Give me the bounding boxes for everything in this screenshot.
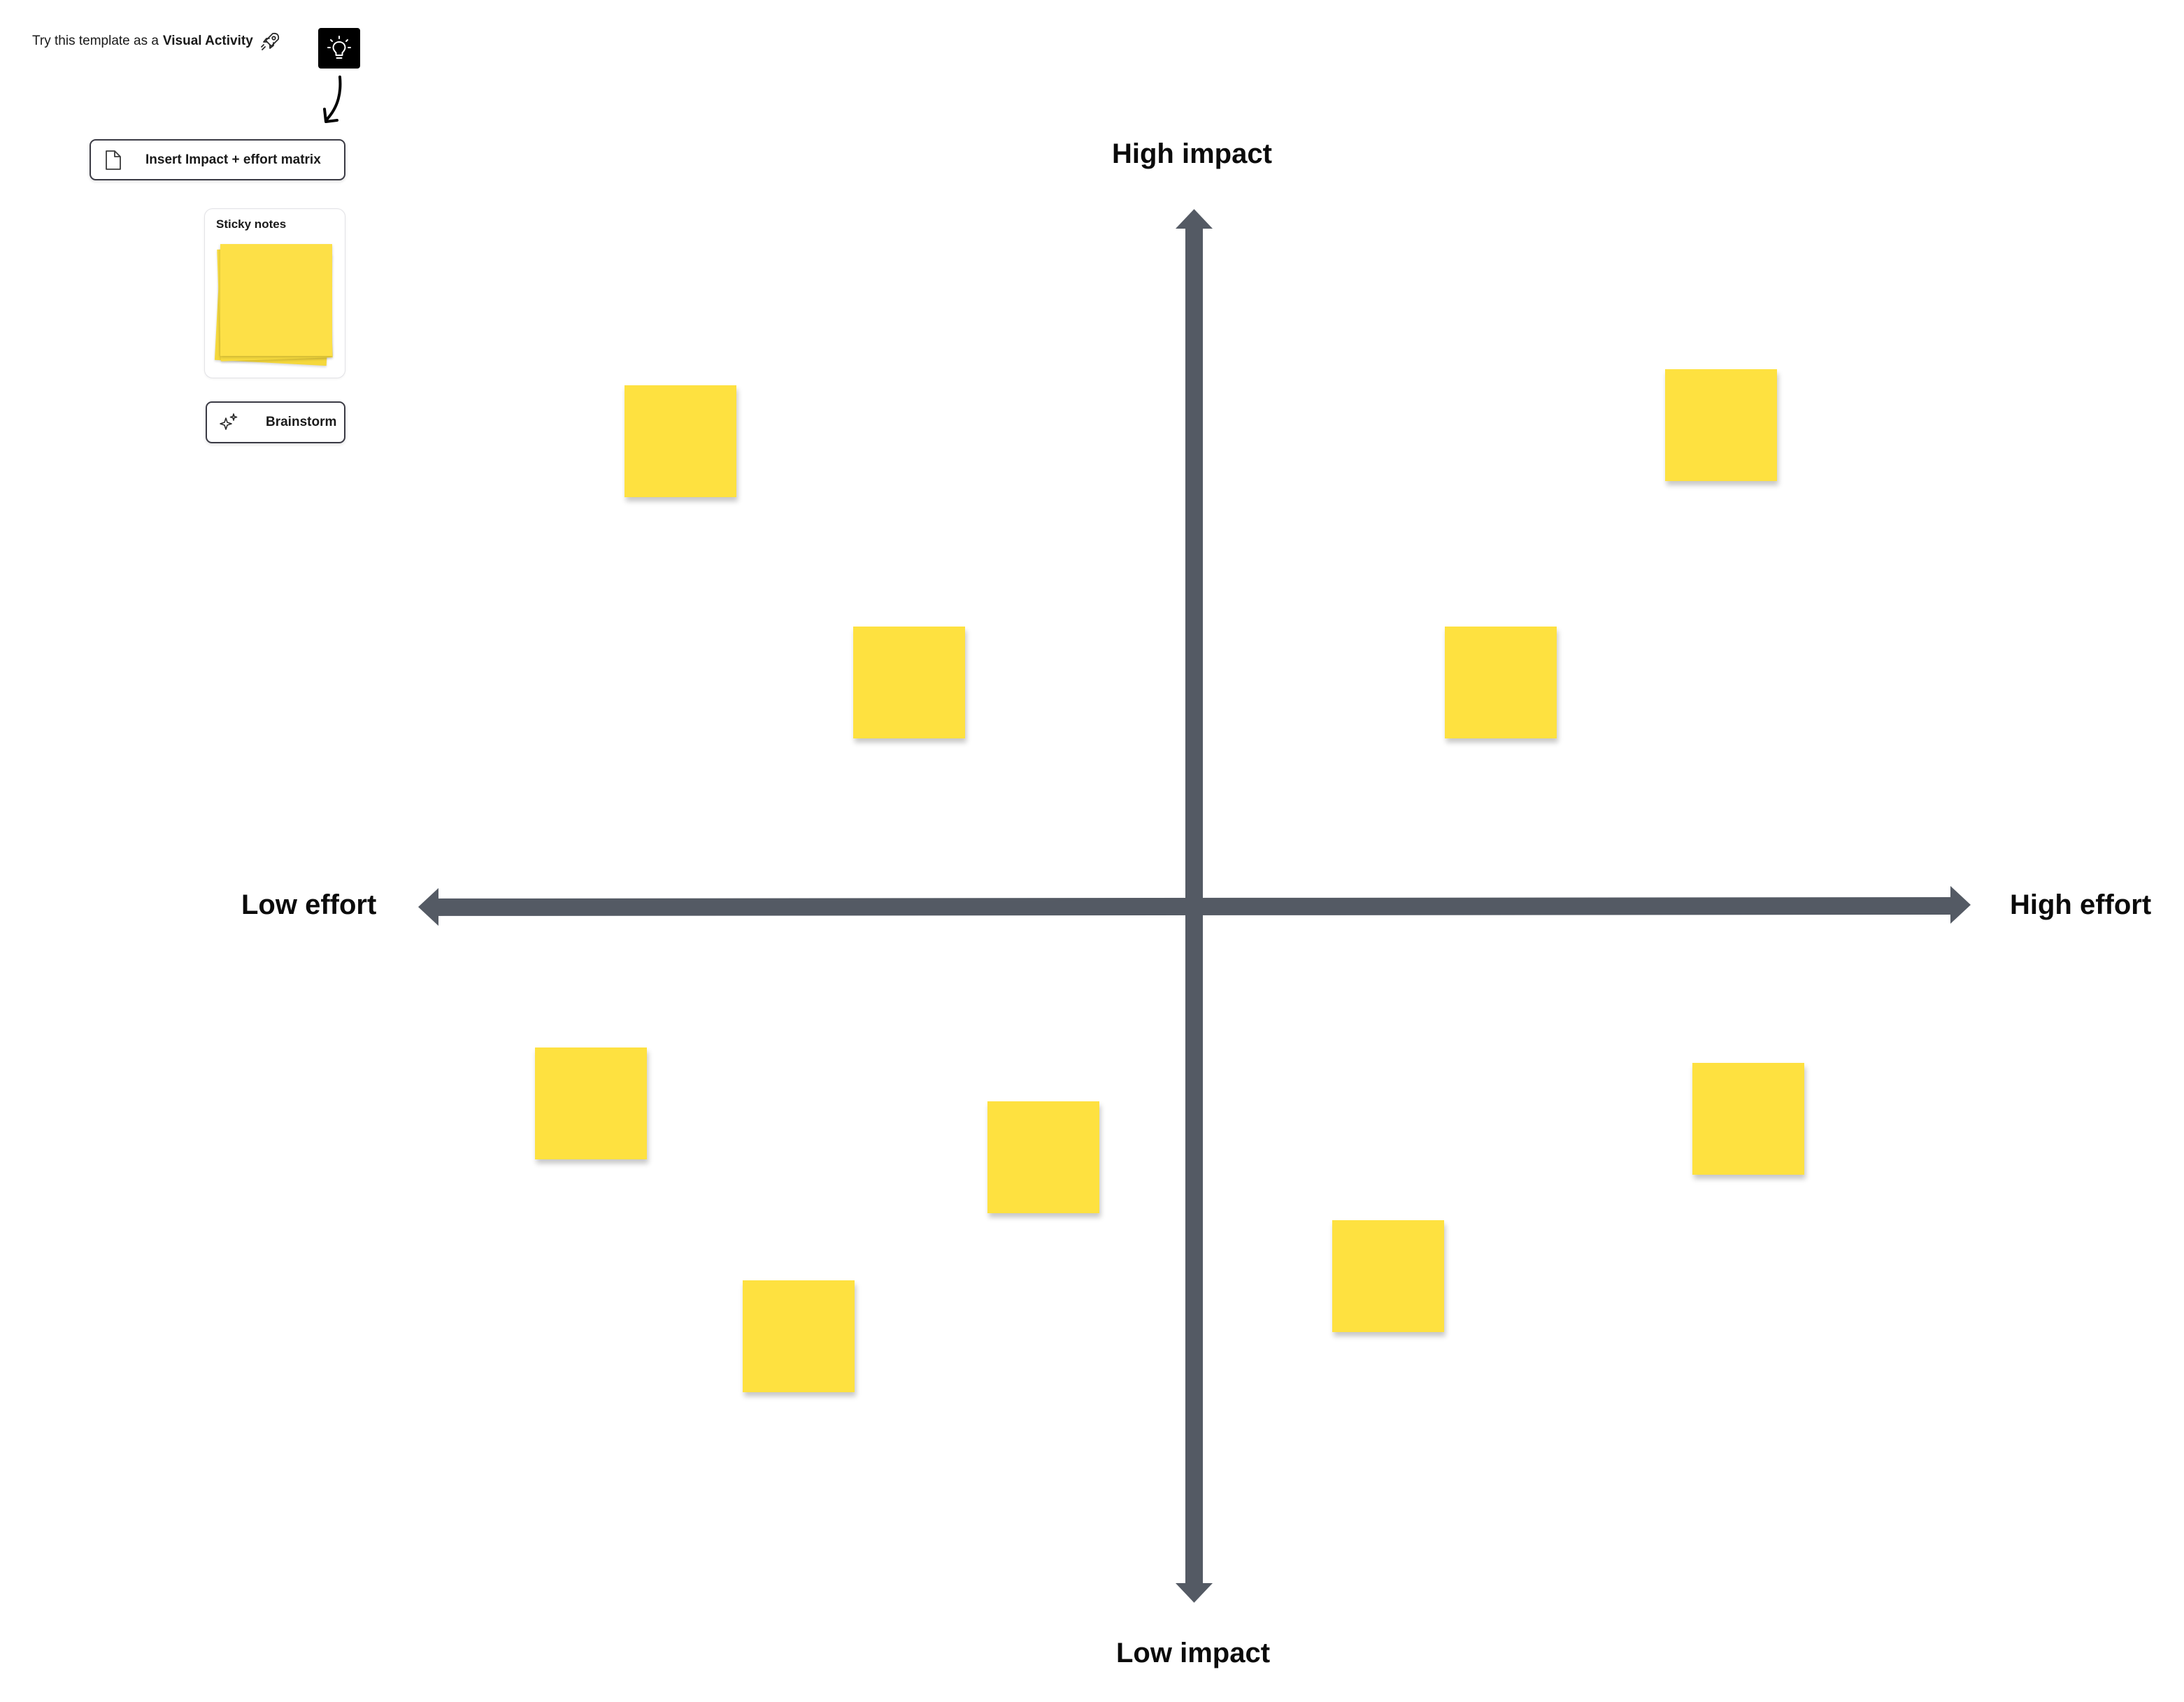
sticky-note[interactable] — [624, 385, 736, 497]
sticky-note[interactable] — [535, 1047, 647, 1159]
curved-arrow-icon — [323, 76, 342, 123]
vertical-axis — [1185, 222, 1203, 1590]
sticky-note[interactable] — [987, 1101, 1099, 1213]
sticky-note[interactable] — [743, 1280, 855, 1392]
visual-activity-prompt: Try this template as a Visual Activity — [32, 29, 283, 53]
insert-matrix-label: Insert Impact + effort matrix — [145, 152, 321, 167]
horizontal-axis — [431, 897, 1955, 916]
lightbulb-button[interactable] — [318, 28, 360, 69]
sticky-note[interactable] — [1445, 627, 1557, 738]
brainstorm-label: Brainstorm — [266, 415, 337, 429]
sticky-notes-card[interactable]: Sticky notes — [204, 208, 345, 378]
brainstorm-button[interactable]: Brainstorm — [206, 401, 345, 443]
sparkles-icon — [220, 413, 238, 430]
horizontal-axis-left-arrowhead — [418, 888, 438, 926]
low-effort-label: Low effort — [241, 889, 377, 920]
lightbulb-icon — [327, 36, 351, 59]
prompt-strong-text: Visual Activity — [162, 34, 253, 48]
prompt-text: Try this template as a — [32, 34, 159, 48]
sticky-note[interactable] — [853, 627, 965, 738]
low-impact-label: Low impact — [1116, 1638, 1271, 1668]
sticky-note[interactable] — [1332, 1220, 1444, 1332]
high-effort-label: High effort — [2010, 889, 2152, 920]
sticky-stack-note — [220, 244, 332, 356]
insert-matrix-button[interactable]: Insert Impact + effort matrix — [90, 139, 345, 180]
sticky-notes-card-title: Sticky notes — [216, 217, 287, 231]
horizontal-axis-right-arrowhead — [1950, 886, 1971, 924]
document-icon — [106, 150, 121, 170]
high-impact-label: High impact — [1112, 138, 1272, 169]
vertical-axis-bottom-arrowhead — [1176, 1583, 1213, 1603]
rocket-icon — [260, 32, 279, 50]
sticky-note[interactable] — [1692, 1063, 1804, 1175]
sticky-note[interactable] — [1665, 369, 1777, 481]
vertical-axis-top-arrowhead — [1176, 209, 1213, 229]
